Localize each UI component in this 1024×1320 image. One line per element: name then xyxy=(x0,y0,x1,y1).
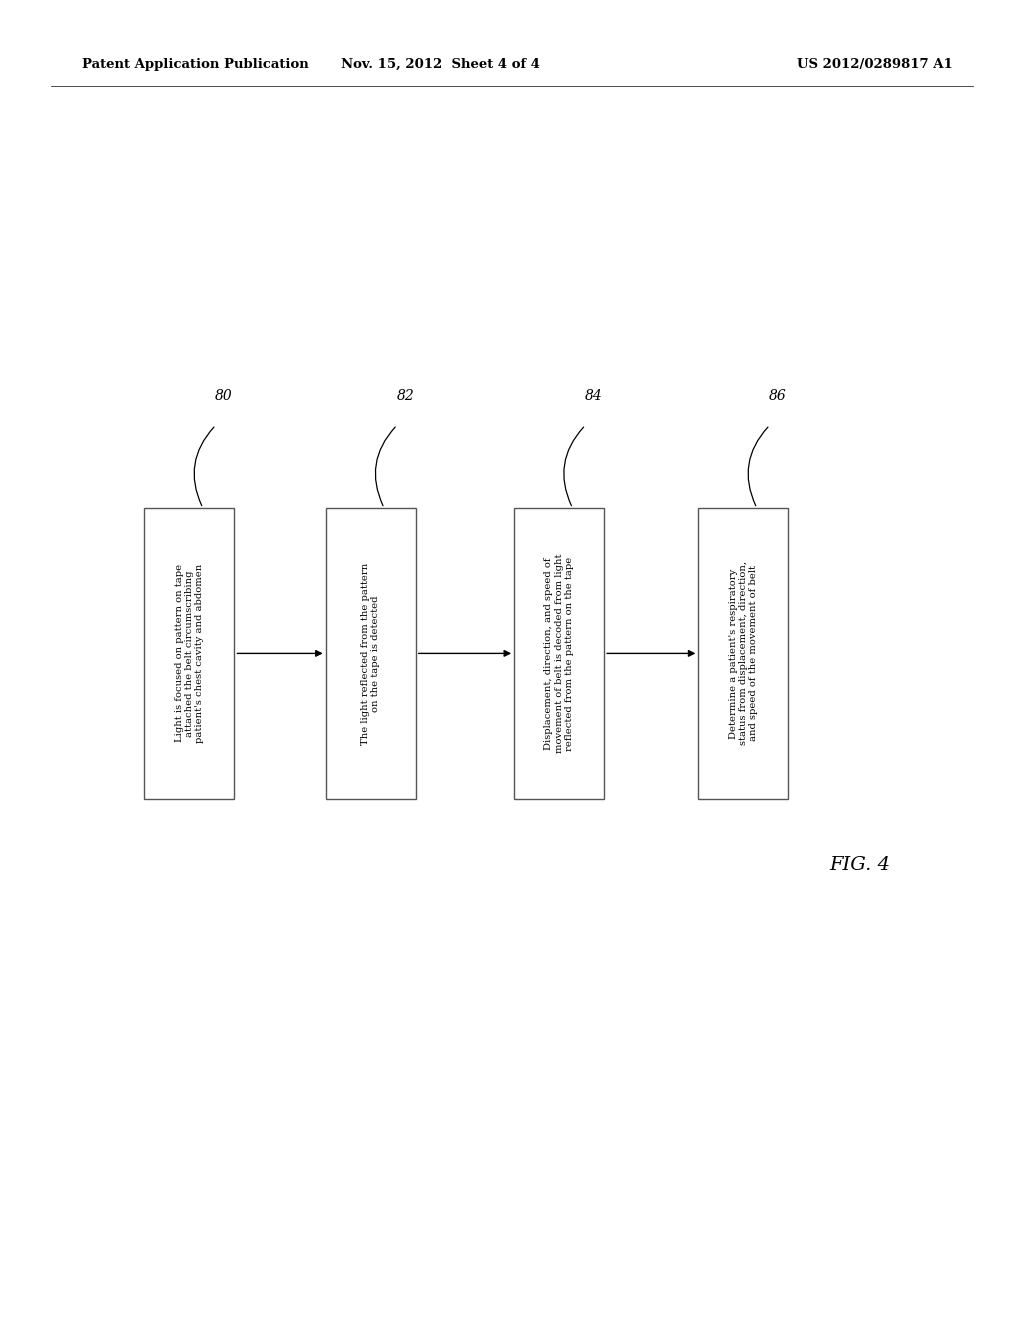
Text: Patent Application Publication: Patent Application Publication xyxy=(82,58,308,71)
Text: FIG. 4: FIG. 4 xyxy=(829,855,891,874)
Text: Determine a patient's respiratory
status from displacement, direction,
and speed: Determine a patient's respiratory status… xyxy=(728,561,759,746)
Text: 80: 80 xyxy=(215,388,232,403)
Text: 86: 86 xyxy=(769,388,786,403)
Text: Displacement, direction, and speed of
movement of belt is decoded from light
ref: Displacement, direction, and speed of mo… xyxy=(544,553,574,754)
Bar xyxy=(326,508,416,799)
Text: 82: 82 xyxy=(396,388,414,403)
Text: The light reflected from the pattern
on the tape is detected: The light reflected from the pattern on … xyxy=(361,562,380,744)
Bar xyxy=(698,508,788,799)
Text: Nov. 15, 2012  Sheet 4 of 4: Nov. 15, 2012 Sheet 4 of 4 xyxy=(341,58,540,71)
Text: Light is focused on pattern on tape
attached the belt circumscribing
patient's c: Light is focused on pattern on tape atta… xyxy=(174,564,205,743)
Text: US 2012/0289817 A1: US 2012/0289817 A1 xyxy=(797,58,952,71)
Bar xyxy=(144,508,234,799)
Bar xyxy=(514,508,604,799)
Text: 84: 84 xyxy=(585,388,602,403)
